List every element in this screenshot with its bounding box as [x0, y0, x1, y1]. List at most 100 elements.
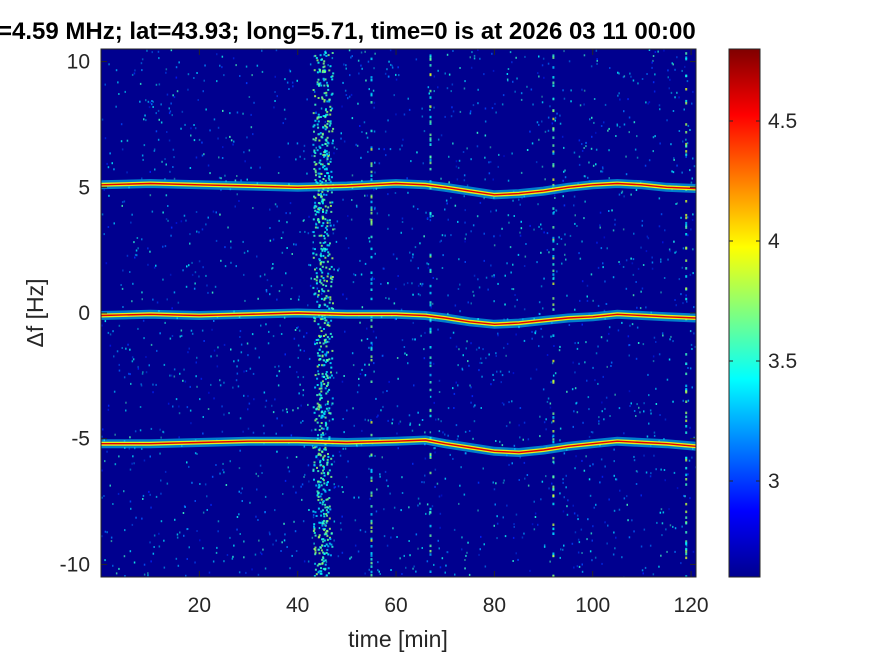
- noise-speck: [207, 216, 209, 219]
- band-speck: [330, 275, 333, 278]
- band-speck: [323, 474, 326, 477]
- noise-speck: [241, 487, 243, 490]
- noise-speck: [374, 252, 376, 255]
- noise-speck: [243, 251, 246, 254]
- noise-speck: [271, 267, 273, 270]
- noise-speck: [578, 163, 581, 166]
- noise-speck: [244, 299, 246, 302]
- band-speck: [320, 567, 322, 570]
- noise-speck: [118, 369, 121, 372]
- noise-speck: [447, 434, 449, 437]
- band-speck: [326, 144, 329, 147]
- noise-speck: [691, 348, 693, 350]
- noise-speck: [364, 194, 366, 197]
- noise-speck: [511, 152, 513, 155]
- noise-speck: [446, 551, 448, 554]
- band-speck: [327, 400, 329, 403]
- noise-speck: [628, 116, 631, 119]
- spike-speck: [370, 255, 373, 259]
- band-speck: [321, 198, 324, 201]
- noise-speck: [438, 495, 441, 498]
- noise-speck: [276, 417, 278, 420]
- noise-speck: [519, 456, 521, 459]
- noise-speck: [588, 478, 591, 481]
- noise-speck: [504, 303, 506, 306]
- noise-speck: [254, 553, 257, 556]
- noise-speck: [399, 148, 401, 151]
- noise-speck: [158, 118, 160, 121]
- noise-speck: [280, 333, 283, 335]
- noise-speck: [521, 197, 523, 200]
- band-speck: [329, 204, 332, 207]
- noise-speck: [537, 72, 539, 75]
- noise-speck: [258, 356, 260, 359]
- band-speck: [321, 265, 324, 268]
- noise-speck: [191, 481, 193, 484]
- noise-speck: [373, 362, 375, 365]
- band-speck: [321, 317, 324, 320]
- noise-speck: [230, 240, 232, 243]
- spike-speck: [552, 552, 555, 555]
- noise-speck: [652, 55, 655, 57]
- noise-speck: [348, 95, 351, 98]
- spike-speck: [685, 153, 688, 156]
- noise-speck: [297, 298, 300, 301]
- noise-speck: [307, 560, 310, 563]
- noise-speck: [341, 486, 343, 489]
- noise-speck: [351, 199, 353, 201]
- band-speck: [321, 271, 324, 274]
- noise-speck: [612, 553, 615, 556]
- noise-speck: [675, 304, 677, 307]
- spike-speck: [370, 319, 373, 322]
- band-speck: [330, 307, 333, 310]
- band-speck: [321, 432, 324, 435]
- spike-speck: [552, 334, 555, 337]
- band-speck: [324, 179, 327, 182]
- noise-speck: [427, 86, 430, 89]
- noise-speck: [150, 343, 153, 346]
- noise-speck: [555, 209, 558, 212]
- noise-speck: [604, 103, 607, 106]
- noise-speck: [676, 91, 678, 94]
- band-speck: [317, 193, 320, 196]
- noise-speck: [628, 131, 630, 134]
- band-speck: [326, 190, 329, 193]
- noise-speck: [510, 271, 512, 274]
- band-speck: [323, 448, 326, 451]
- noise-speck: [137, 367, 140, 370]
- band-speck: [320, 493, 323, 496]
- band-speck: [323, 69, 326, 72]
- band-speck: [318, 521, 321, 524]
- noise-speck: [180, 329, 183, 332]
- noise-speck: [642, 264, 645, 266]
- noise-speck: [183, 368, 185, 371]
- band-speck: [314, 171, 317, 174]
- noise-speck: [480, 535, 482, 538]
- band-speck: [324, 378, 327, 381]
- band-speck: [317, 126, 320, 129]
- noise-speck: [343, 140, 346, 143]
- band-speck: [314, 213, 317, 216]
- band-speck: [327, 572, 330, 575]
- noise-speck: [424, 457, 427, 460]
- noise-speck: [635, 189, 638, 191]
- noise-speck: [239, 449, 241, 452]
- spike-speck: [685, 552, 688, 556]
- noise-speck: [414, 246, 417, 249]
- noise-speck: [186, 558, 188, 560]
- noise-speck: [234, 179, 237, 182]
- noise-speck: [104, 460, 106, 463]
- noise-speck: [356, 205, 358, 208]
- noise-speck: [464, 261, 466, 263]
- noise-speck: [522, 438, 524, 441]
- band-speck: [325, 371, 328, 373]
- noise-speck: [143, 118, 145, 121]
- band-speck: [313, 161, 316, 164]
- band-speck: [326, 520, 329, 523]
- band-speck: [316, 494, 319, 497]
- band-speck: [316, 210, 319, 213]
- spike-speck: [552, 212, 555, 215]
- noise-speck: [286, 411, 288, 414]
- noise-speck: [502, 516, 504, 519]
- band-speck: [322, 567, 325, 570]
